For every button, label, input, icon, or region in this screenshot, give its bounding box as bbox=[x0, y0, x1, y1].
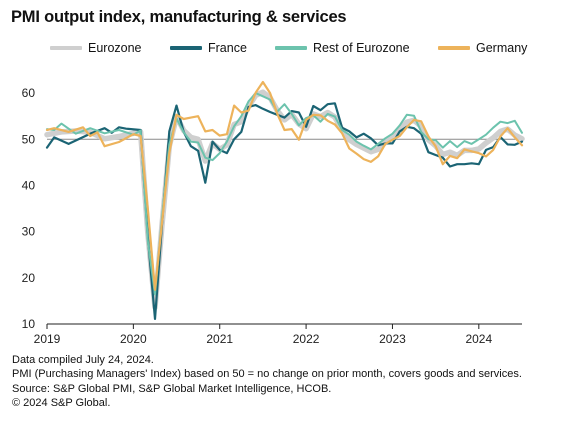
note-pmi-definition: PMI (Purchasing Managers' Index) based o… bbox=[12, 368, 522, 381]
y-tick-label: 20 bbox=[22, 271, 36, 285]
legend-swatch-germany bbox=[438, 46, 470, 50]
series-line-rest-of-eurozone bbox=[46, 92, 523, 296]
x-tick-label: 2023 bbox=[379, 332, 406, 346]
note-data-compiled: Data compiled July 24, 2024. bbox=[12, 354, 154, 366]
x-tick-label: 2022 bbox=[293, 332, 320, 346]
y-tick-label: 10 bbox=[22, 317, 36, 331]
legend-swatch-rest-of-eurozone bbox=[275, 46, 307, 50]
x-tick-label: 2024 bbox=[465, 332, 492, 346]
x-tick-label: 2019 bbox=[34, 332, 61, 346]
chart-notes: Data compiled July 24, 2024. PMI (Purcha… bbox=[12, 353, 522, 410]
legend-swatch-eurozone bbox=[50, 46, 82, 50]
legend: Eurozone France Rest of Eurozone Germany bbox=[0, 41, 569, 61]
series-line-germany bbox=[45, 80, 524, 291]
legend-label-france: France bbox=[208, 41, 247, 55]
legend-item-germany: Germany bbox=[438, 41, 527, 55]
legend-item-france: France bbox=[170, 41, 247, 55]
legend-item-eurozone: Eurozone bbox=[50, 41, 142, 55]
x-tick-label: 2021 bbox=[206, 332, 233, 346]
legend-label-germany: Germany bbox=[476, 41, 528, 55]
x-tick-label: 2020 bbox=[120, 332, 147, 346]
legend-item-rest-of-eurozone: Rest of Eurozone bbox=[275, 41, 410, 55]
note-copyright: © 2024 S&P Global. bbox=[12, 396, 111, 409]
series-line-eurozone bbox=[44, 89, 525, 311]
y-tick-label: 60 bbox=[22, 86, 36, 100]
y-tick-label: 30 bbox=[22, 225, 36, 239]
series-line-france bbox=[45, 102, 524, 320]
y-tick-label: 40 bbox=[22, 178, 36, 192]
legend-swatch-france bbox=[170, 46, 202, 50]
legend-label-rest-of-eurozone: Rest of Eurozone bbox=[313, 41, 410, 55]
y-tick-label: 50 bbox=[22, 132, 36, 146]
chart-title: PMI output index, manufacturing & servic… bbox=[11, 8, 347, 26]
legend-label-eurozone: Eurozone bbox=[88, 41, 142, 55]
note-source: Source: S&P Global PMI, S&P Global Marke… bbox=[12, 382, 332, 395]
